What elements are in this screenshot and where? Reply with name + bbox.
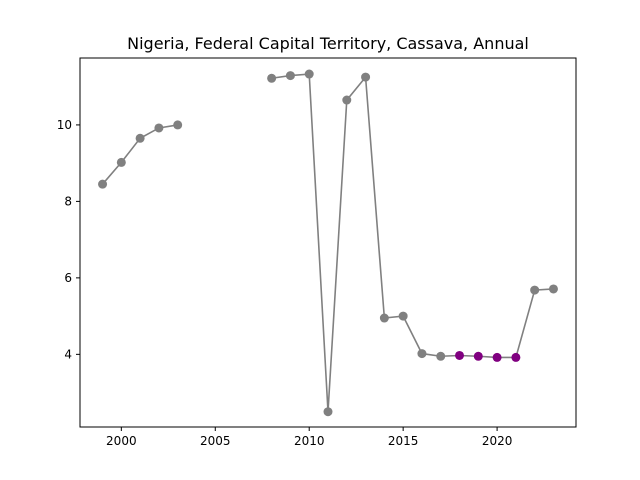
data-point xyxy=(473,351,483,361)
data-point xyxy=(304,69,314,79)
data-point xyxy=(361,72,371,82)
y-tick-label: 10 xyxy=(57,118,72,132)
data-point xyxy=(135,133,145,143)
data-point xyxy=(530,285,540,295)
data-point xyxy=(492,352,502,362)
x-tick-label: 2015 xyxy=(388,434,419,448)
x-tick-label: 2020 xyxy=(482,434,513,448)
data-point xyxy=(323,407,333,417)
series-lines xyxy=(101,73,554,412)
y-tick-label: 4 xyxy=(64,347,72,361)
y-axis: 4 6 8 10 xyxy=(57,118,80,361)
x-tick-label: 2010 xyxy=(294,434,325,448)
data-point xyxy=(98,179,108,189)
data-point xyxy=(511,352,521,362)
data-point xyxy=(436,351,446,361)
x-tick-label: 2000 xyxy=(106,434,137,448)
data-point xyxy=(548,284,558,294)
data-point xyxy=(154,123,164,133)
data-point xyxy=(267,73,277,83)
x-axis: 2000 2005 2010 2015 2020 xyxy=(106,427,512,448)
x-tick-label: 2005 xyxy=(200,434,231,448)
data-point xyxy=(342,95,352,105)
data-point xyxy=(455,350,465,360)
data-point xyxy=(417,349,427,359)
data-point xyxy=(379,313,389,323)
data-point xyxy=(173,120,183,130)
series-line-segment xyxy=(271,73,554,412)
data-point xyxy=(285,71,295,81)
y-tick-label: 8 xyxy=(64,194,72,208)
series-markers xyxy=(98,69,558,417)
y-tick-label: 6 xyxy=(64,271,72,285)
data-point xyxy=(398,311,408,321)
data-point xyxy=(116,157,126,167)
chart-title: Nigeria, Federal Capital Territory, Cass… xyxy=(127,34,529,53)
plot-area-frame xyxy=(79,57,577,428)
